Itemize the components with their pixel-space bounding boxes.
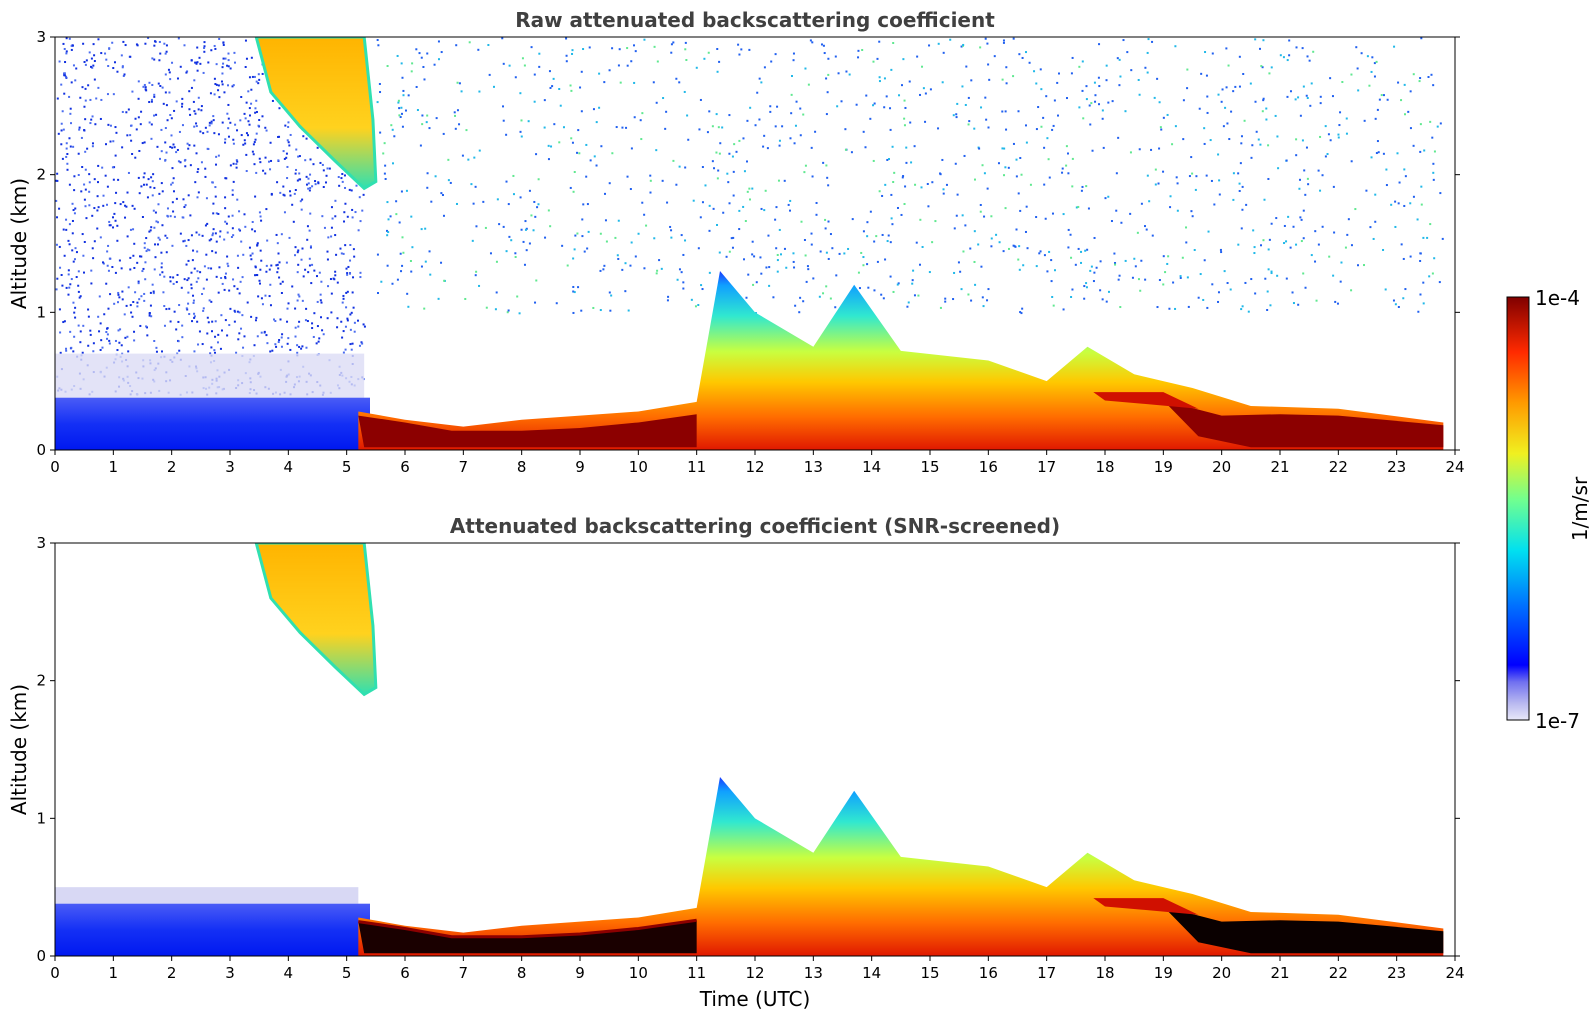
x-tick-label: 16 (979, 458, 998, 476)
x-tick-label: 10 (629, 964, 648, 982)
x-tick-label: 19 (1154, 964, 1173, 982)
x-tick-label: 23 (1387, 964, 1406, 982)
elevated-band (1093, 898, 1199, 915)
x-tick-label: 15 (920, 964, 939, 982)
panel-title: Attenuated backscattering coefficient (S… (450, 514, 1060, 538)
x-tick-label: 17 (1037, 458, 1056, 476)
x-tick-label: 4 (284, 458, 294, 476)
snr-screened-panel: 0 1 2 3 4 5 6 7 8 9 10 11 12 13 14 15 16 17 18 19 20 21 22 23 24… (7, 514, 1465, 1011)
x-tick-label: 13 (804, 458, 823, 476)
elevated-plume (254, 543, 378, 697)
x-tick-label: 14 (862, 964, 881, 982)
y-axis-label: Altitude (km) (7, 684, 31, 815)
x-tick-label: 17 (1037, 964, 1056, 982)
x-tick-label: 11 (687, 964, 706, 982)
x-tick-label: 20 (1212, 458, 1231, 476)
x-tick-label: 11 (687, 458, 706, 476)
low-aerosol-layer (55, 903, 370, 956)
x-tick-label: 7 (459, 458, 469, 476)
x-tick-label: 3 (225, 964, 235, 982)
x-tick-label: 9 (575, 964, 585, 982)
x-tick-label: 20 (1212, 964, 1231, 982)
evening-dense-layer (1163, 400, 1444, 448)
colorbar-min-label: 1e-7 (1535, 709, 1580, 733)
backscatter-field (55, 37, 1444, 450)
low-aerosol-layer (55, 397, 370, 450)
evening-dense-layer (1163, 906, 1444, 954)
x-tick-label: 0 (50, 964, 60, 982)
colorbar: 1e-4 1e-7 1/m/sr (1506, 286, 1592, 733)
x-tick-label: 19 (1154, 458, 1173, 476)
x-axis-label: Time (UTC) (699, 987, 811, 1011)
x-tick-label: 24 (1445, 458, 1464, 476)
x-tick-label: 21 (1270, 458, 1289, 476)
x-tick-label: 18 (1095, 458, 1114, 476)
x-tick-label: 15 (920, 458, 939, 476)
x-tick-label: 1 (109, 964, 119, 982)
y-tick-label: 1 (36, 809, 46, 827)
colorbar-gradient (1506, 296, 1530, 721)
x-tick-label: 16 (979, 964, 998, 982)
x-tick-label: 21 (1270, 964, 1289, 982)
y-tick-label: 1 (36, 303, 46, 321)
raw-backscatter-panel: 0 1 2 3 4 5 6 7 8 9 10 11 12 13 14 15 16 17 18 19 20 21 22 23 24… (7, 8, 1465, 476)
y-tick-label: 3 (36, 534, 46, 552)
x-tick-label: 4 (284, 964, 294, 982)
x-tick-label: 6 (400, 964, 410, 982)
elevated-band (1093, 392, 1199, 409)
x-tick-label: 22 (1329, 458, 1348, 476)
x-tick-label: 22 (1329, 964, 1348, 982)
y-tick-label: 0 (36, 947, 46, 965)
colorbar-max-label: 1e-4 (1535, 286, 1580, 310)
x-tick-label: 8 (517, 458, 527, 476)
x-tick-label: 3 (225, 458, 235, 476)
x-tick-label: 5 (342, 458, 352, 476)
backscatter-field (55, 543, 1444, 956)
x-tick-label: 12 (745, 964, 764, 982)
colorbar-unit-label: 1/m/sr (1568, 476, 1592, 541)
y-tick-label: 2 (36, 672, 46, 690)
y-axis-label: Altitude (km) (7, 178, 31, 309)
x-tick-label: 12 (745, 458, 764, 476)
x-tick-label: 24 (1445, 964, 1464, 982)
x-tick-label: 8 (517, 964, 527, 982)
morning-dense-layer (358, 414, 697, 448)
x-tick-label: 18 (1095, 964, 1114, 982)
x-tick-label: 23 (1387, 458, 1406, 476)
x-tick-label: 5 (342, 964, 352, 982)
y-tick-label: 0 (36, 441, 46, 459)
elevated-plume (254, 37, 378, 191)
y-tick-label: 2 (36, 166, 46, 184)
x-tick-label: 2 (167, 458, 177, 476)
x-tick-label: 0 (50, 458, 60, 476)
x-tick-label: 9 (575, 458, 585, 476)
x-tick-label: 14 (862, 458, 881, 476)
x-tick-label: 2 (167, 964, 177, 982)
x-tick-label: 6 (400, 458, 410, 476)
x-tick-label: 1 (109, 458, 119, 476)
y-tick-label: 3 (36, 28, 46, 46)
x-tick-label: 10 (629, 458, 648, 476)
panel-title: Raw attenuated backscattering coefficien… (515, 8, 995, 32)
x-tick-label: 7 (459, 964, 469, 982)
x-tick-label: 13 (804, 964, 823, 982)
